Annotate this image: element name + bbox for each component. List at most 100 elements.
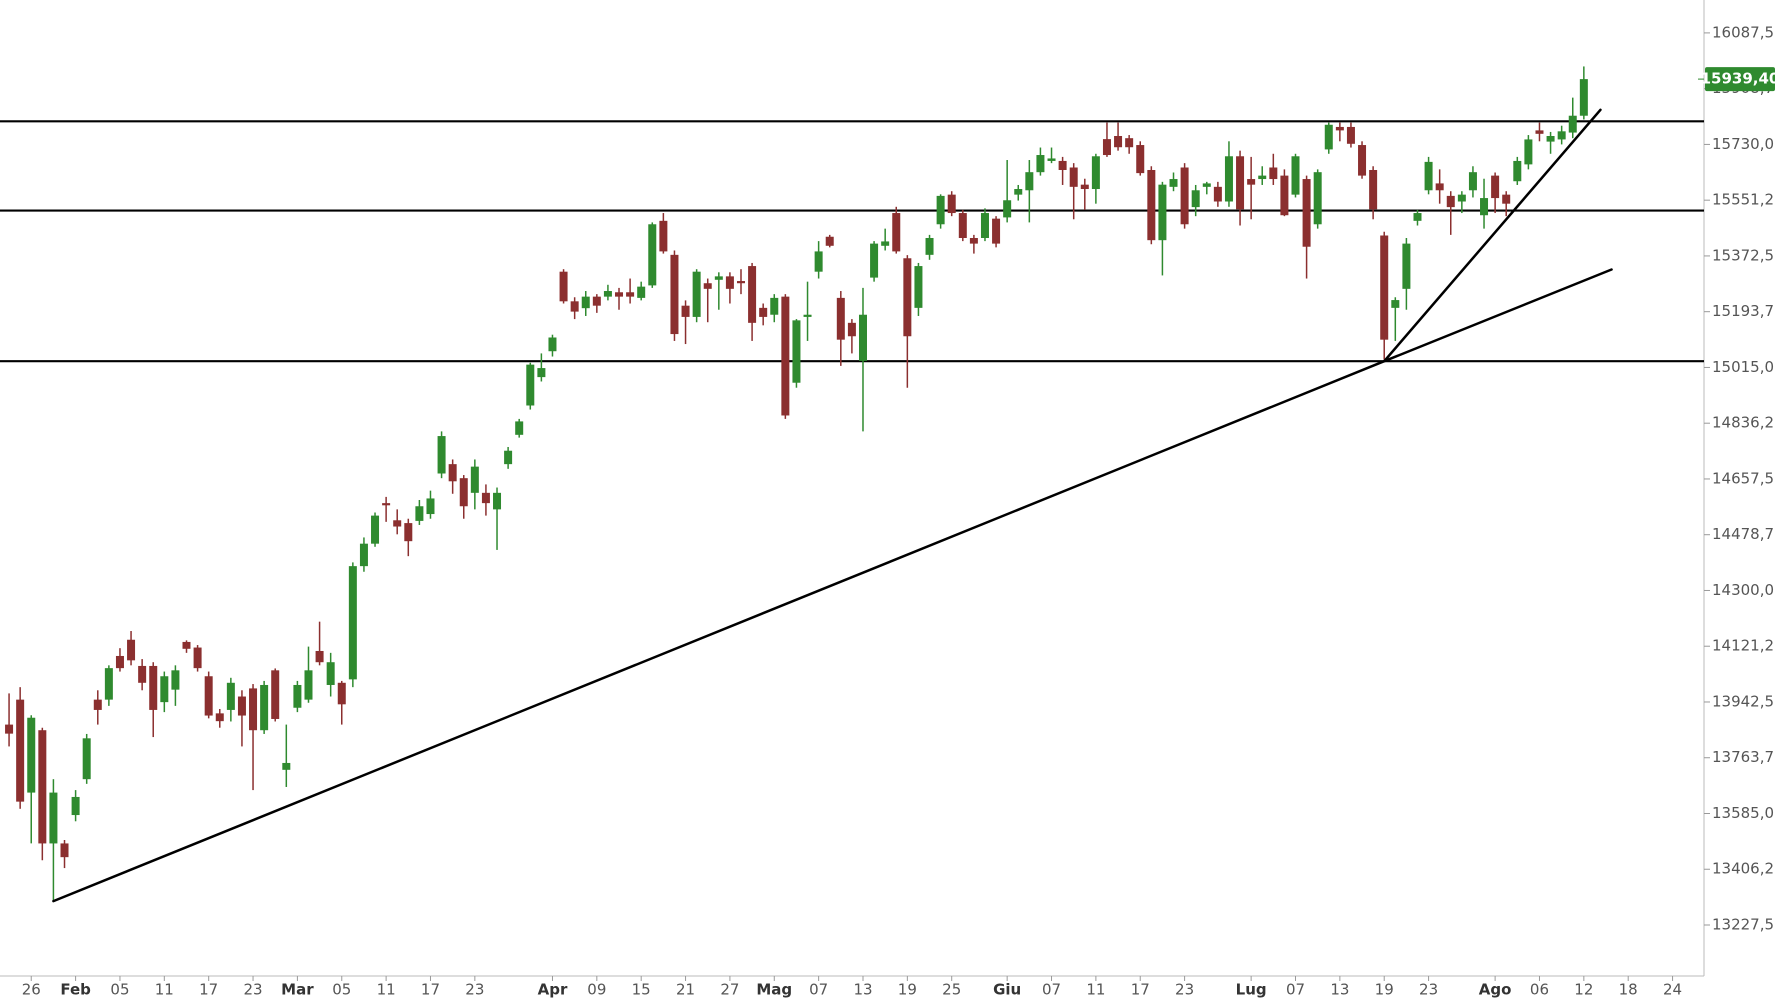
candle-body [504, 450, 513, 465]
candle-body [548, 337, 557, 352]
candle-body [1047, 158, 1056, 161]
candle-body [1391, 300, 1400, 308]
candle-body [1125, 138, 1134, 148]
candle-body [803, 314, 812, 317]
candle-body [1324, 124, 1333, 150]
candle-body [115, 655, 124, 669]
candle-body [858, 314, 867, 361]
candle-body [1080, 184, 1089, 190]
candle-body [1446, 195, 1455, 208]
candle-body [581, 296, 590, 309]
candle-body [847, 322, 856, 337]
x-tick-label: 23 [465, 981, 484, 999]
candle-body [637, 286, 646, 298]
candle-body [892, 213, 901, 252]
x-tick-label: 07 [809, 981, 828, 999]
candle-body [459, 478, 468, 507]
x-tick-label: 25 [942, 981, 961, 999]
candle-body [1468, 172, 1477, 191]
x-tick-label: Giu [993, 981, 1021, 999]
candle-body [382, 503, 391, 506]
candle-body [1280, 175, 1289, 216]
x-tick-label: 17 [1131, 981, 1150, 999]
candle-body [1579, 79, 1588, 116]
candle-body [448, 464, 457, 482]
candle-body [1069, 167, 1078, 187]
candle-body [526, 364, 535, 406]
candle-body [337, 682, 346, 705]
candle-body [271, 670, 280, 719]
y-tick-label: 14300,00 [1712, 581, 1775, 599]
y-tick-label: 16087,50 [1712, 23, 1775, 41]
y-tick-label: 13585,00 [1712, 804, 1775, 822]
candle-body [881, 241, 890, 246]
candle-body [93, 699, 102, 710]
candle-body [914, 266, 923, 308]
candle-body [992, 218, 1001, 244]
x-tick-label: 11 [377, 981, 396, 999]
candle-body [925, 237, 934, 255]
candle-body [481, 492, 490, 504]
candle-body [1568, 115, 1577, 133]
candle-body [326, 662, 335, 685]
x-tick-label: Apr [538, 981, 568, 999]
candle-body [725, 276, 734, 289]
candle-body [226, 682, 235, 710]
candle-body [825, 236, 834, 246]
candle-body [714, 276, 723, 280]
candle-body [404, 523, 413, 542]
candle-body [537, 368, 546, 378]
x-tick-label: Feb [60, 981, 91, 999]
candle-body [182, 641, 191, 649]
x-tick-label: Ago [1479, 981, 1512, 999]
candle-body [470, 466, 479, 493]
candle-body [1014, 189, 1023, 195]
candle-body [1191, 190, 1200, 208]
candle-body [737, 281, 745, 284]
candle-body [1346, 126, 1355, 144]
y-tick-label: 14657,50 [1712, 469, 1775, 487]
candle-body [659, 220, 668, 252]
candle-body [204, 676, 213, 716]
candle-body [1091, 156, 1100, 190]
candle-body [1513, 160, 1522, 182]
candle-body [171, 670, 180, 690]
candle-body [1003, 200, 1012, 218]
x-tick-label: Mag [756, 981, 792, 999]
y-tick-label: 15372,50 [1712, 246, 1775, 264]
candle-body [1102, 139, 1111, 156]
candle-body [304, 670, 313, 700]
candle-body [38, 730, 47, 844]
x-tick-label: Mar [281, 981, 314, 999]
y-tick-label: 14478,75 [1712, 525, 1775, 543]
candle-body [1535, 130, 1544, 134]
candle-body [681, 305, 690, 317]
x-tick-label: 11 [1086, 981, 1105, 999]
candle-body [371, 515, 380, 544]
y-tick-label: 15730,00 [1712, 135, 1775, 153]
x-tick-label: 12 [1574, 981, 1593, 999]
trend-line [52, 359, 1386, 903]
candle-body [1291, 156, 1300, 195]
trend-line [1382, 108, 1602, 363]
candle-body [493, 492, 502, 510]
candle-body [1457, 194, 1466, 202]
candle-body [1236, 156, 1245, 210]
x-tick-label: 09 [587, 981, 606, 999]
y-tick-label: 13763,75 [1712, 748, 1775, 766]
candle-body [1202, 183, 1211, 187]
candle-body [82, 738, 91, 780]
candle-body [1247, 179, 1256, 185]
x-tick-label: 11 [155, 981, 174, 999]
candle-body [348, 566, 357, 680]
candle-body [615, 292, 624, 297]
candle-body [160, 676, 169, 703]
candle-body [426, 498, 435, 515]
candle-body [592, 296, 601, 306]
candle-body [748, 266, 757, 323]
candle-body [648, 224, 657, 286]
candle-body [1169, 179, 1178, 187]
candle-body [958, 213, 967, 238]
candle-body [49, 792, 58, 844]
